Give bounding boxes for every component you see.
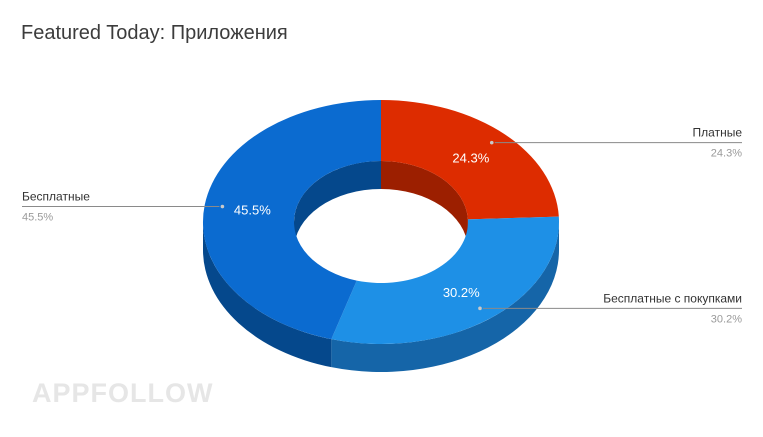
callout-value-2: 45.5% (22, 212, 53, 224)
slice-value-label-2: 45.5% (234, 202, 271, 217)
slice-value-label-0: 24.3% (452, 151, 489, 166)
donut-slice-1[interactable] (331, 216, 560, 345)
donut-top-faces (202, 99, 560, 345)
donut-side-walls (203, 222, 559, 373)
callout-dot-2 (220, 204, 225, 209)
callout-label-1: Бесплатные с покупками (603, 291, 742, 305)
donut-slice-2[interactable] (202, 99, 381, 340)
donut-side-wall-2 (203, 222, 332, 368)
donut-callouts: Платные 24.3% Бесплатные с покупками 30.2% Б… (22, 126, 743, 325)
chart-title: Featured Today: Приложения (21, 22, 288, 44)
donut-slice-0[interactable] (381, 100, 559, 220)
donut-inner-wall-2-0 (294, 161, 381, 250)
callout-dot-0 (489, 140, 494, 145)
callout-label-0: Платные (693, 126, 743, 140)
callout-value-1: 30.2% (711, 313, 742, 325)
appfollow-watermark: APPFOLLOW (32, 378, 214, 408)
callout-dot-1 (478, 306, 482, 311)
donut-side-wall-1 (331, 222, 559, 373)
donut-inner-wall-0-0 (381, 161, 468, 248)
callout-value-0: 24.3% (711, 148, 742, 160)
callout-label-2: Бесплатные (22, 190, 90, 204)
slice-value-label-1: 30.2% (443, 285, 480, 300)
donut-slice-labels: 24.3% 30.2% 45.5% (234, 151, 490, 300)
